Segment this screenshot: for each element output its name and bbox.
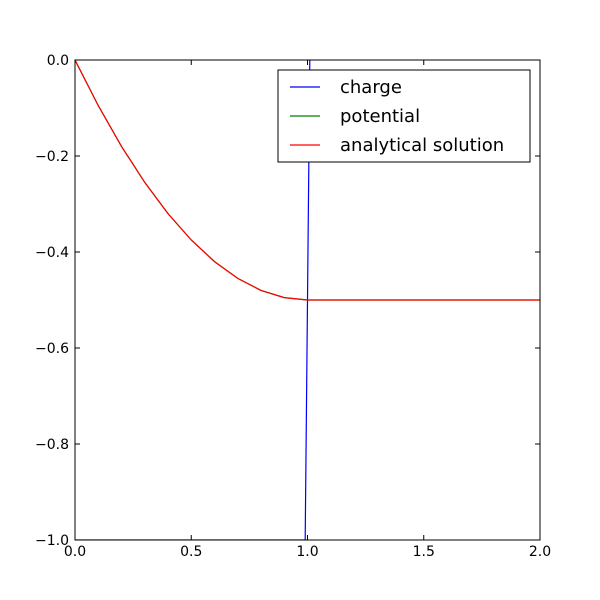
y-tick-label: 0.0 <box>47 53 69 69</box>
legend-label: charge <box>340 77 402 98</box>
series-line-charge <box>75 60 311 540</box>
legend: charge potential analytical solution <box>277 69 531 163</box>
x-tick-label: 0.5 <box>180 544 202 560</box>
legend-label: potential <box>340 106 420 127</box>
x-tick-label: 1.0 <box>296 544 318 560</box>
x-tick-label: 2.0 <box>529 544 551 560</box>
y-tick-label: −0.8 <box>35 437 69 453</box>
y-tick-label: −0.2 <box>35 149 69 165</box>
series-layer <box>75 60 540 540</box>
x-tick-label: 0.0 <box>64 544 86 560</box>
ticks-layer: 0.0 0.5 1.0 1.5 2.0 0.0 −0.2 −0.4 −0.6 −0.8 −1.0 <box>35 53 551 560</box>
x-tick-label: 1.5 <box>413 544 435 560</box>
series-line-analytical-solution <box>75 60 540 301</box>
y-tick-label: −1.0 <box>35 533 69 549</box>
y-tick-label: −0.6 <box>35 341 69 357</box>
y-tick-label: −0.4 <box>35 245 69 261</box>
legend-label: analytical solution <box>340 135 504 156</box>
